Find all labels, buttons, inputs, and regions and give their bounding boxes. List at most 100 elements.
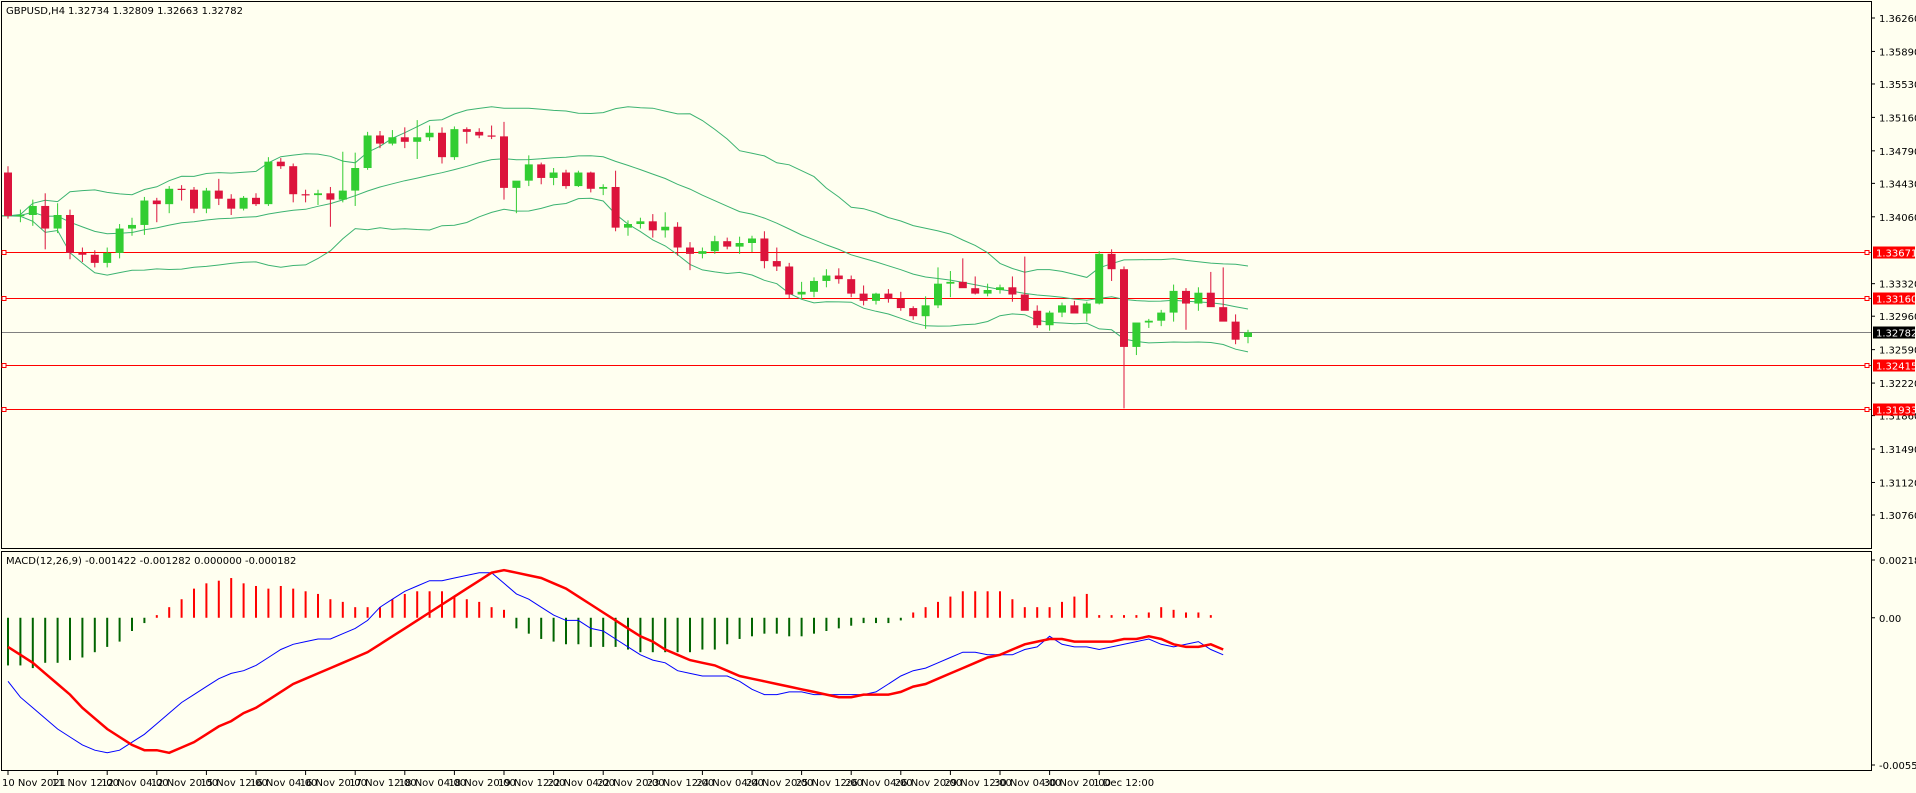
price-tick-label: 1.35890 [1879,47,1916,58]
bollinger-middle [2,155,1249,310]
candle [53,203,62,234]
level-handle-left[interactable] [1,363,7,368]
level-handle-right[interactable] [1864,250,1870,255]
candle-body [16,214,25,217]
candle-body [797,291,806,295]
level-price-label: 1.33671 [1876,249,1916,260]
candle-body [438,132,446,158]
candle-body [363,135,372,169]
candle-body [103,252,112,263]
candle-body [1045,312,1054,326]
price-tick-label: 1.30760 [1879,511,1916,522]
macd-panel[interactable]: 0.002181 0.00 -0.005559 MACD(12,26,9) -0.0… [1,551,1916,773]
candle [1206,271,1215,308]
candle-body [1157,312,1166,321]
macd-panel-frame [1,551,1872,771]
candle [438,127,446,164]
candle-body [115,228,124,253]
candle-body [41,205,50,229]
candle-body [574,172,583,187]
time-tick-label: 26 Nov 04:00 [845,778,912,789]
level-handle-left[interactable] [1,407,7,412]
level-handle-left[interactable] [1,250,7,255]
candle [698,247,707,259]
level-handle-right[interactable] [1864,363,1870,368]
candle-body [276,161,285,167]
candle [958,258,967,289]
chart-symbol: GBPUSD,H4 [6,6,65,17]
candle-body [1219,307,1228,322]
candle-body [996,287,1004,290]
candle [834,268,843,284]
candle [537,162,546,185]
level-price-tag [1873,403,1915,416]
candle [1008,276,1017,302]
time-tick-label: 17 Nov 12:00 [349,778,416,789]
candle [1219,267,1228,322]
candle-body [214,190,223,199]
macd-axis: 0.002181 0.00 -0.005559 [1871,556,1916,772]
candle-body [772,261,781,267]
horizontal-level-lines[interactable] [1,250,1871,412]
candle-body [413,137,422,142]
candle [1169,284,1178,322]
candle [686,242,694,271]
candle-body [847,279,856,294]
candle-body [338,190,347,200]
level-handle-right[interactable] [1864,296,1870,301]
candle-body [648,221,657,231]
candle [500,121,508,200]
candle [648,214,657,238]
candle [723,237,732,250]
candle [400,127,409,149]
candle-body [376,135,384,144]
candle-body [1206,292,1215,308]
candle [562,169,570,189]
macd-tick-label: 0.00 [1879,614,1901,625]
candle-body [1132,322,1141,347]
time-tick-label: 1 Dec 12:00 [1093,778,1154,789]
time-tick-label: 24 Nov 04:00 [696,778,763,789]
time-tick-label: 11 Nov 12:00 [52,778,119,789]
candle-body [1120,269,1128,347]
candle-body [748,238,756,244]
candle-body [264,161,273,205]
candle [363,131,372,170]
candle-body [388,137,397,144]
time-tick-label: 18 Nov 04:00 [399,778,466,789]
candle-body [252,197,260,205]
time-tick-label: 19 Nov 12:00 [498,778,565,789]
candle-body [128,224,136,229]
candle [1033,305,1042,328]
price-tick-label: 1.35530 [1879,80,1916,91]
candle-body [859,293,868,301]
time-tick-label: 26 Nov 20:00 [895,778,962,789]
candle [338,151,347,203]
price-tick-label: 1.32960 [1879,312,1916,323]
time-tick-label: 15 Nov 12:00 [200,778,267,789]
candle-body [822,275,831,281]
time-tick-label: 12 Nov 20:00 [151,778,218,789]
candle-body [66,214,74,253]
candle [1231,314,1240,345]
current-price-tag [1873,326,1915,339]
price-tick-label: 1.36260 [1879,14,1916,25]
candle [1182,288,1190,330]
macd-line [7,572,1224,754]
candle [152,197,161,223]
candle [128,217,136,236]
level-handle-right[interactable] [1864,407,1870,412]
level-handle-left[interactable] [1,296,7,301]
time-tick-label: 22 Nov 20:00 [597,778,664,789]
time-tick-label: 16 Nov 04:00 [250,778,317,789]
price-panel[interactable]: 1.36260 1.35890 1.35530 1.35160 1.34790 1.344… [1,1,1916,549]
candle [735,236,744,254]
candle-body [1095,253,1104,304]
candle [376,130,384,149]
candle [1095,251,1104,305]
candle-body [289,166,298,195]
candle-body [1144,320,1153,323]
candle-body [611,186,620,228]
price-tick-label: 1.35160 [1879,113,1916,124]
